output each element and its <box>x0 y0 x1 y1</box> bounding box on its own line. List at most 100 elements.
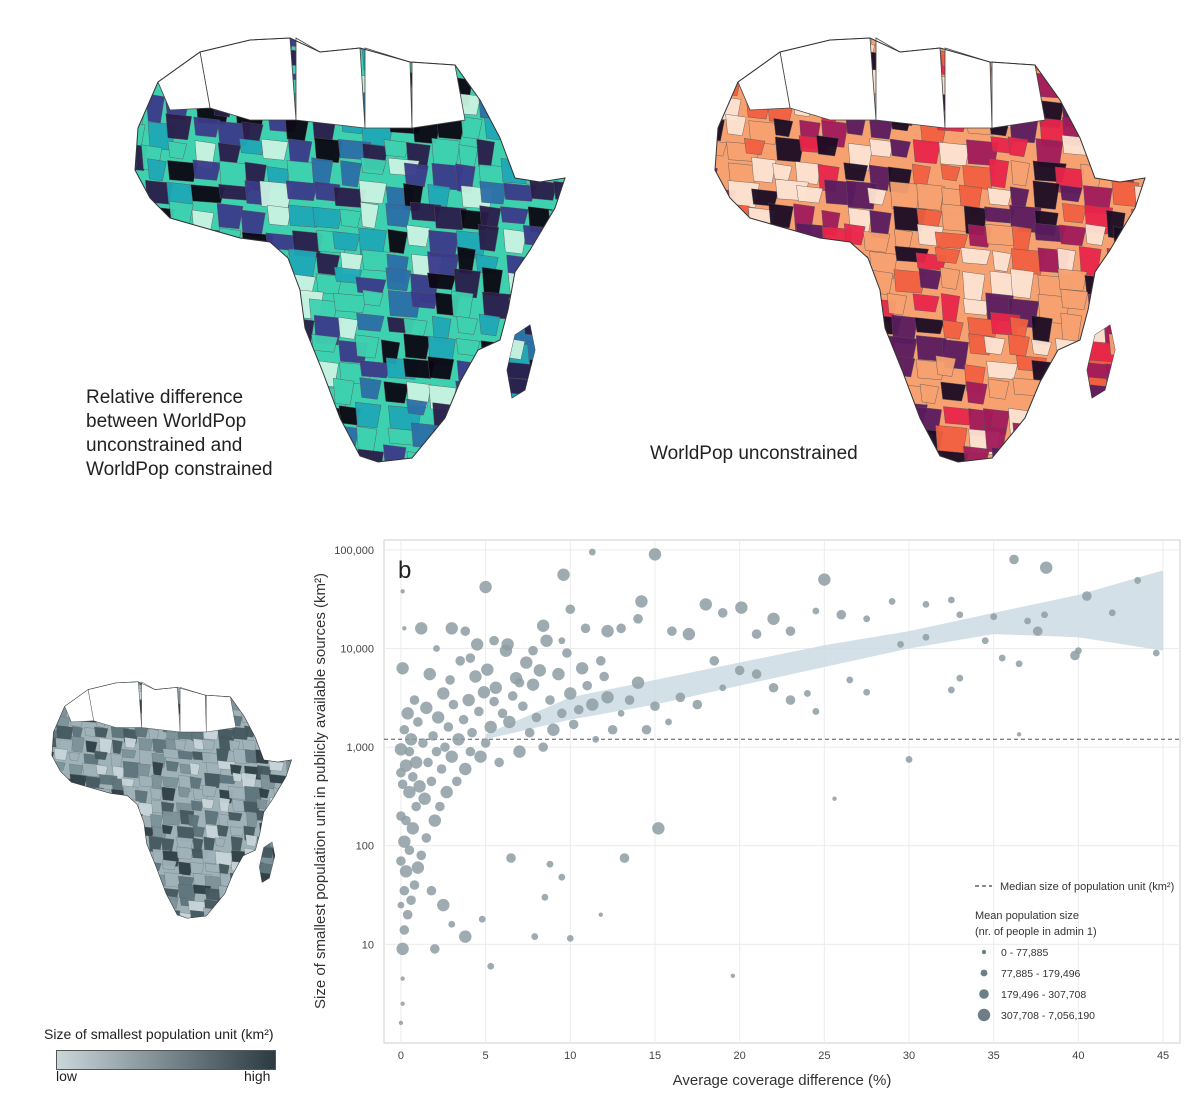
data-point <box>420 701 433 715</box>
admin-region <box>965 381 988 405</box>
admin-region <box>715 377 719 403</box>
admin-region <box>1081 117 1116 147</box>
admin-region <box>872 384 906 403</box>
admin-region <box>256 908 269 919</box>
admin-region <box>912 293 940 313</box>
admin-region <box>219 681 237 689</box>
admin-region <box>821 335 852 356</box>
x-tick-label: 0 <box>398 1050 404 1062</box>
admin-region <box>228 811 243 822</box>
x-tick-label: 35 <box>988 1050 1000 1062</box>
admin-region <box>791 292 825 319</box>
data-point <box>484 720 497 734</box>
admin-region <box>193 315 215 343</box>
admin-region <box>164 359 196 384</box>
data-point <box>557 708 567 719</box>
admin-region <box>551 341 565 360</box>
admin-region <box>282 681 292 689</box>
admin-region <box>359 360 391 379</box>
y-tick-label: 100,000 <box>334 545 374 557</box>
data-point <box>397 779 408 790</box>
admin-region <box>282 920 295 930</box>
data-point <box>558 873 566 881</box>
admin-region <box>245 834 258 847</box>
admin-region <box>112 885 129 903</box>
admin-region <box>285 180 318 201</box>
data-point <box>400 1001 405 1006</box>
admin-region <box>121 799 140 815</box>
admin-region <box>460 52 483 70</box>
admin-region <box>236 320 257 350</box>
admin-region <box>135 96 147 127</box>
admin-region <box>724 474 753 490</box>
admin-region <box>256 810 273 822</box>
data-point <box>719 684 727 692</box>
gradient-legend-low: low <box>56 1068 78 1084</box>
admin-region <box>1008 467 1040 490</box>
country-no-data <box>944 47 993 129</box>
admin-region <box>1062 203 1087 224</box>
admin-region <box>579 358 580 375</box>
admin-region <box>177 750 195 760</box>
admin-region <box>556 444 565 462</box>
data-point <box>421 833 432 843</box>
admin-region <box>723 404 749 424</box>
admin-region <box>51 826 62 837</box>
data-point <box>406 895 416 906</box>
admin-region <box>411 422 441 449</box>
admin-region <box>916 183 945 211</box>
admin-region <box>125 850 143 868</box>
admin-region <box>266 204 292 227</box>
data-point <box>546 860 554 868</box>
admin-region <box>259 924 273 938</box>
data-point <box>398 1020 404 1026</box>
admin-region <box>166 681 180 689</box>
admin-region <box>715 334 721 352</box>
admin-region <box>176 846 194 860</box>
admin-region <box>508 297 540 323</box>
data-point <box>400 589 405 594</box>
admin-region <box>150 787 163 800</box>
admin-region <box>427 272 457 291</box>
data-point <box>588 548 596 556</box>
admin-region <box>791 405 817 435</box>
data-point <box>998 654 1006 662</box>
admin-region <box>1134 54 1145 83</box>
admin-region <box>112 739 123 755</box>
data-point <box>426 885 437 896</box>
admin-region <box>138 887 152 898</box>
admin-region <box>1110 48 1145 71</box>
admin-region <box>135 227 151 244</box>
admin-region <box>406 224 431 248</box>
data-point <box>415 622 428 635</box>
admin-region <box>842 317 862 340</box>
country-no-data <box>199 37 297 121</box>
data-point <box>479 580 492 594</box>
data-point <box>400 976 405 981</box>
admin-region <box>575 297 580 317</box>
data-point <box>506 853 516 863</box>
admin-region <box>282 714 292 726</box>
admin-region <box>1063 466 1081 490</box>
admin-region <box>316 38 349 42</box>
admin-region <box>893 269 926 294</box>
admin-region <box>58 799 70 816</box>
admin-region <box>748 313 779 337</box>
admin-region <box>1128 377 1145 397</box>
admin-region <box>179 912 193 919</box>
admin-region <box>1080 408 1104 434</box>
admin-region <box>286 725 292 738</box>
admin-region <box>134 849 148 866</box>
admin-region <box>239 138 267 155</box>
admin-region <box>138 54 166 81</box>
admin-region <box>51 848 60 859</box>
admin-region <box>453 268 481 299</box>
admin-region <box>744 138 766 156</box>
admin-region <box>749 467 768 490</box>
admin-region <box>723 47 743 75</box>
admin-region <box>150 897 169 909</box>
data-point <box>1024 617 1031 625</box>
admin-region <box>940 381 966 402</box>
legend-size-label: 179,496 - 307,708 <box>1001 989 1086 1001</box>
admin-region <box>1008 407 1030 437</box>
